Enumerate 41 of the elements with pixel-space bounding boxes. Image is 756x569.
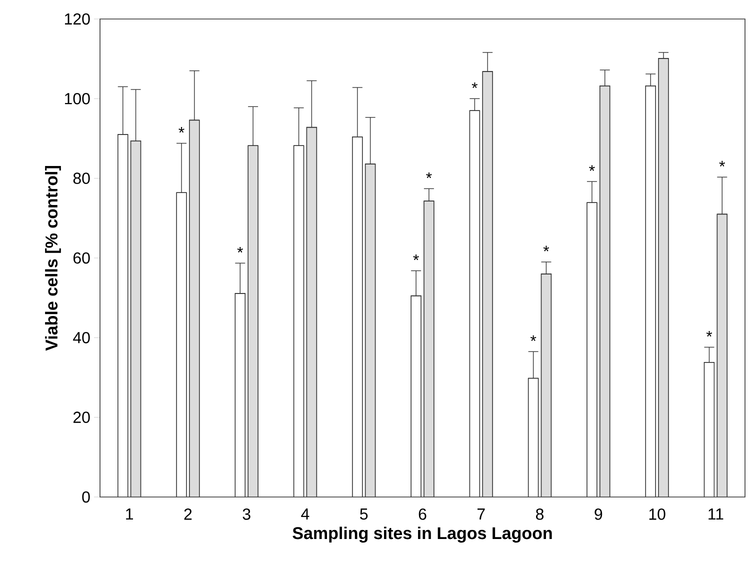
bar xyxy=(130,140,142,497)
x-tick-label: 6 xyxy=(418,508,426,520)
x-tick-label: 1 xyxy=(126,508,133,520)
y-tick-label: 0 xyxy=(82,491,90,503)
y-tick-label: 40 xyxy=(73,332,90,344)
y-tick-label: 120 xyxy=(65,13,90,25)
bar xyxy=(658,58,669,497)
x-tick-label: 11 xyxy=(708,508,724,520)
bar xyxy=(248,145,258,497)
bar xyxy=(424,200,434,497)
annotation: * xyxy=(719,160,725,167)
y-axis-title: Viable cells [% control] xyxy=(45,166,61,351)
bar xyxy=(364,164,376,497)
annotation: * xyxy=(178,127,184,133)
annotation: * xyxy=(543,246,550,252)
y-tick-label: 60 xyxy=(73,252,90,264)
x-axis-title: Sampling sites in Lagos Lagoon xyxy=(292,526,552,543)
bar xyxy=(306,126,318,497)
x-tick-label: 9 xyxy=(594,508,602,520)
annotation: * xyxy=(237,246,244,253)
x-tick-label: 8 xyxy=(536,508,544,520)
x-tick-label: 2 xyxy=(184,508,192,520)
x-tick-label: 5 xyxy=(360,508,368,520)
x-tick-label: 3 xyxy=(242,508,250,520)
x-tick-label: 7 xyxy=(478,508,485,520)
annotation: * xyxy=(706,331,712,337)
bar xyxy=(189,120,200,497)
y-tick-label: 80 xyxy=(73,172,90,184)
bar xyxy=(540,274,552,497)
annotation: * xyxy=(413,254,419,260)
bar xyxy=(716,214,728,497)
bar xyxy=(482,71,493,497)
y-tick-label: 20 xyxy=(73,412,90,423)
annotation: * xyxy=(589,165,595,171)
bar xyxy=(599,86,610,497)
annotation: * xyxy=(426,172,432,178)
y-tick-label: 100 xyxy=(65,93,90,104)
annotation: * xyxy=(530,335,536,341)
x-tick-label: 10 xyxy=(649,508,666,520)
annotation: * xyxy=(472,82,478,88)
x-tick-label: 4 xyxy=(301,508,310,520)
